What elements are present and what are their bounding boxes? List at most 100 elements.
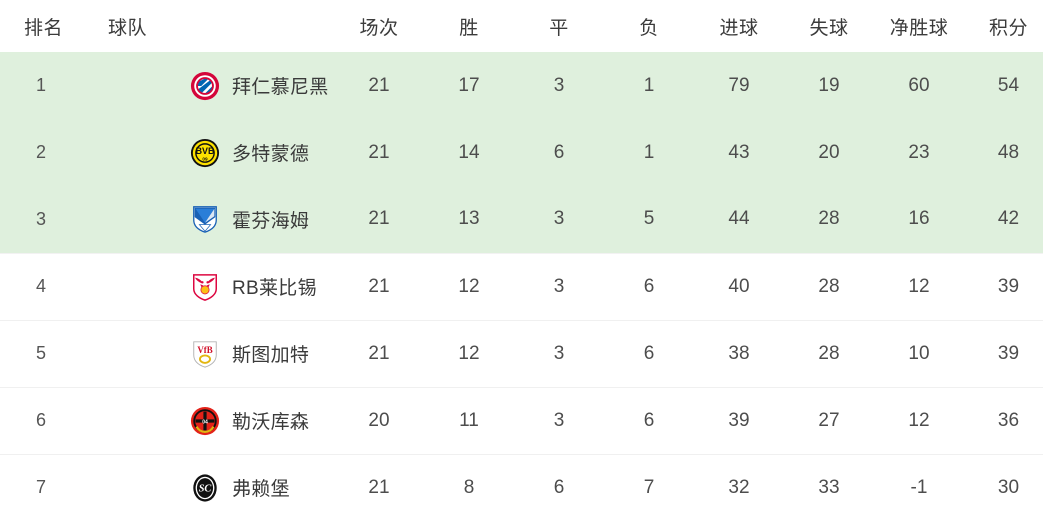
- svg-text:SC: SC: [199, 483, 212, 494]
- cell-win: 11: [459, 409, 479, 431]
- hoffenheim-crest: [193, 206, 217, 234]
- cell-draw: 3: [553, 74, 565, 96]
- cell-goals-for: 32: [728, 476, 750, 498]
- cell-team[interactable]: 04 勒沃库森: [86, 387, 334, 454]
- team-name: 多特蒙德: [232, 144, 310, 165]
- cell-win: 14: [458, 141, 480, 163]
- cell-team[interactable]: SC 弗赖堡: [86, 454, 334, 521]
- cell-goal-diff: 23: [908, 141, 930, 163]
- cell-draw: 3: [553, 342, 565, 364]
- cell-goal-diff: 60: [908, 74, 930, 96]
- cell-points: 39: [997, 275, 1020, 297]
- team-identity: VfB 斯图加特: [86, 339, 334, 369]
- cell-draw: 3: [553, 275, 565, 297]
- table-row[interactable]: 7 SC 弗赖堡 21 8 6 7 32 33 -1 30: [0, 454, 1043, 521]
- team-name: 霍芬海姆: [232, 210, 310, 232]
- team-identity: SC 弗赖堡: [86, 473, 334, 503]
- cell-win: 13: [458, 208, 480, 230]
- cell-goals-against: 19: [818, 74, 840, 96]
- table-row[interactable]: 2 BVB 09 多特蒙德 21 14 6 1 43 20 23 48: [0, 119, 1043, 186]
- cell-loss: 1: [643, 74, 655, 96]
- cell-team[interactable]: 霍芬海姆: [86, 186, 334, 253]
- team-identity: 拜仁慕尼黑: [86, 71, 334, 101]
- svg-text:VfB: VfB: [197, 345, 212, 355]
- column-header-played: 场次: [359, 17, 399, 39]
- table-row[interactable]: 5 VfB 斯图加特 21 12 3 6 38 28 10 39: [0, 320, 1043, 387]
- table-row[interactable]: 4 RB莱比锡 21 12 3 6 40 28 12 39: [0, 253, 1043, 320]
- column-header-team: 球队: [108, 17, 148, 39]
- column-header-points: 积分: [988, 17, 1028, 39]
- cell-loss: 6: [643, 275, 655, 297]
- cell-rank: 1: [36, 75, 47, 95]
- cell-goals-for: 40: [728, 275, 750, 297]
- cell-played: 21: [368, 74, 390, 96]
- cell-team[interactable]: 拜仁慕尼黑: [86, 52, 334, 119]
- cell-goals-against: 28: [818, 342, 840, 364]
- cell-draw: 6: [553, 476, 565, 498]
- bayern-munich-crest: [190, 71, 220, 100]
- cell-goals-for: 44: [728, 208, 750, 230]
- cell-played: 21: [368, 141, 390, 163]
- cell-win: 17: [458, 74, 480, 96]
- cell-rank: 4: [36, 276, 47, 296]
- team-name: 斯图加特: [232, 345, 310, 366]
- cell-points: 42: [997, 208, 1020, 230]
- cell-goals-for: 38: [728, 342, 750, 364]
- cell-goals-against: 28: [818, 275, 840, 297]
- team-identity: 04 勒沃库森: [86, 406, 334, 436]
- column-header-goals-for: 进球: [719, 17, 759, 39]
- team-name: RB莱比锡: [232, 278, 317, 299]
- cell-goals-against: 28: [818, 208, 840, 230]
- sc-freiburg-crest: SC: [193, 474, 217, 502]
- svg-text:BVB: BVB: [196, 145, 215, 155]
- column-header-loss: 负: [639, 17, 659, 39]
- cell-goals-for: 79: [728, 74, 750, 96]
- cell-goals-against: 20: [818, 141, 840, 163]
- table-body: 1 拜仁慕尼黑 21 17 3 1 79 19 60 5 4 2 BVB 09 多特蒙德 21 14 6 1…: [0, 52, 1043, 521]
- svg-text:04: 04: [202, 419, 208, 425]
- cell-played: 21: [368, 208, 390, 230]
- cell-points: 54: [997, 74, 1020, 96]
- team-name: 拜仁慕尼黑: [232, 77, 329, 98]
- cell-team[interactable]: RB莱比锡: [86, 253, 334, 320]
- cell-loss: 5: [643, 208, 655, 230]
- column-header-goals-against: 失球: [809, 17, 849, 39]
- team-identity: BVB 09 多特蒙德: [86, 138, 334, 168]
- cell-played: 20: [368, 409, 390, 431]
- cell-rank: 3: [36, 208, 47, 229]
- column-header-draw: 平: [549, 17, 569, 39]
- table-row[interactable]: 6 04 勒沃库森 20 11 3 6 39 27 12 36: [0, 387, 1043, 454]
- cell-points: 30: [997, 476, 1020, 498]
- cell-goal-diff: 10: [908, 342, 930, 364]
- cell-played: 21: [368, 275, 390, 297]
- column-header-goal-diff: 净胜球: [889, 17, 949, 39]
- cell-team[interactable]: BVB 09 多特蒙德: [86, 119, 334, 186]
- cell-goals-against: 27: [818, 409, 840, 431]
- cell-draw: 3: [553, 409, 565, 431]
- cell-rank: 6: [36, 410, 47, 430]
- column-header-win: 胜: [459, 17, 479, 39]
- vfb-stuttgart-crest: VfB: [193, 340, 217, 368]
- cell-draw: 6: [553, 141, 565, 163]
- cell-goal-diff: 12: [908, 409, 930, 431]
- table-row[interactable]: 1 拜仁慕尼黑 21 17 3 1 79 19 60 54: [0, 52, 1043, 119]
- table-row[interactable]: 3 霍芬海姆 21 13 3 5 44 28 16 42: [0, 186, 1043, 253]
- cell-points: 36: [997, 409, 1020, 431]
- cell-goals-against: 33: [818, 476, 840, 498]
- bayer-leverkusen-crest: 04: [190, 406, 220, 435]
- cell-team[interactable]: VfB 斯图加特: [86, 320, 334, 387]
- cell-goals-for: 43: [728, 141, 750, 163]
- cell-goals-for: 39: [728, 409, 750, 431]
- team-identity: 霍芬海姆: [86, 204, 334, 234]
- cell-loss: 6: [643, 342, 655, 364]
- column-header-rank: 排名: [24, 17, 64, 39]
- svg-text:09: 09: [202, 156, 208, 161]
- team-identity: RB莱比锡: [86, 272, 334, 302]
- cell-goal-diff: 12: [908, 275, 930, 297]
- table-header: 排名 球队 场次 胜 平 负 进球 失球 净胜球 积分: [0, 0, 1043, 52]
- borussia-dortmund-crest: BVB 09: [190, 138, 220, 167]
- cell-played: 21: [368, 342, 390, 364]
- cell-win: 12: [458, 275, 480, 297]
